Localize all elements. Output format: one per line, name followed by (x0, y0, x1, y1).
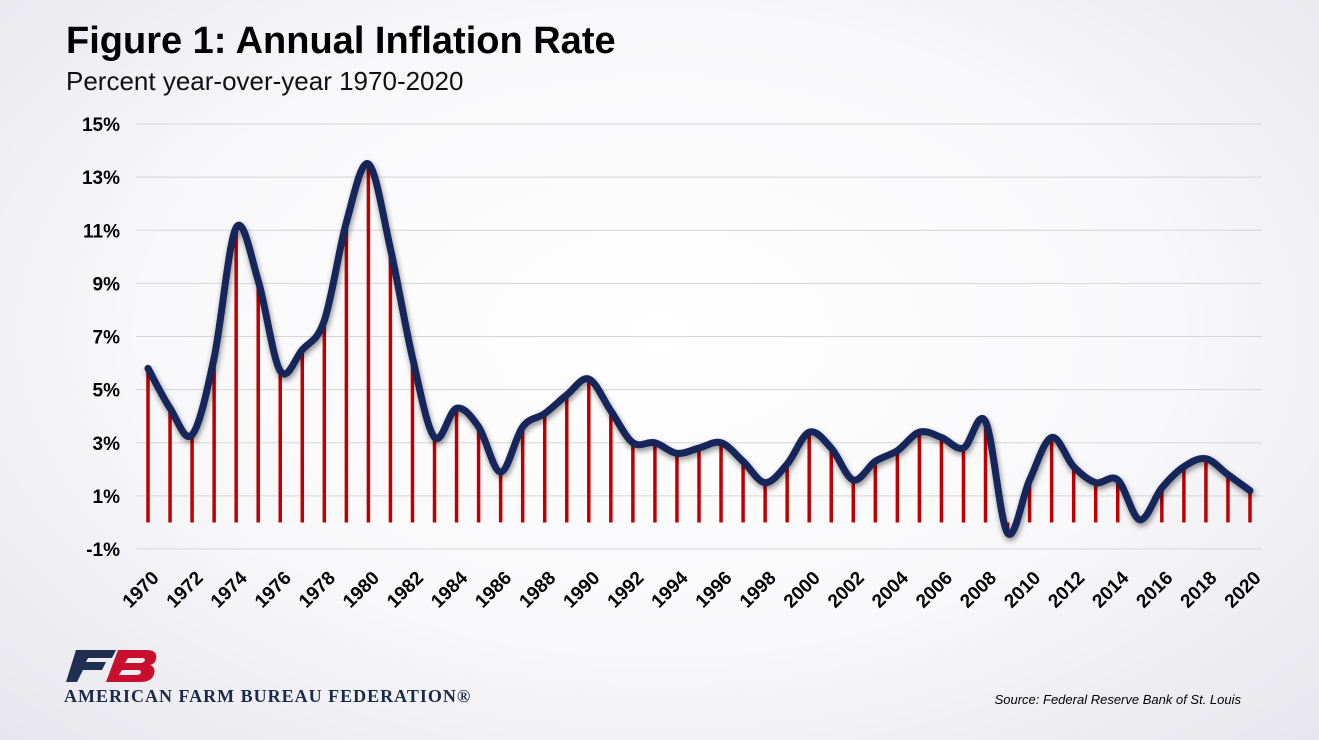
x-tick-label: 1996 (692, 568, 737, 613)
x-tick-label: 1976 (251, 568, 296, 613)
y-tick-label: 7% (93, 328, 121, 349)
y-tick-label: 15% (82, 115, 120, 136)
x-tick-label: 1982 (383, 568, 428, 613)
x-tick-label: 2010 (1000, 568, 1045, 613)
x-tick-label: 1972 (163, 568, 208, 613)
chart-subtitle: Percent year-over-year 1970-2020 (66, 66, 464, 96)
x-tick-label: 2016 (1133, 568, 1178, 613)
afbf-logo-text: AMERICAN FARM BUREAU FEDERATION® (64, 686, 472, 706)
x-tick-label: 1990 (560, 568, 605, 613)
x-tick-label: 2018 (1177, 568, 1222, 613)
chart-title: Figure 1: Annual Inflation Rate (66, 20, 616, 62)
x-tick-label: 1994 (648, 567, 693, 612)
x-tick-label: 2020 (1221, 568, 1266, 613)
x-tick-label: 2012 (1044, 568, 1089, 613)
x-tick-label: 1974 (207, 567, 252, 612)
y-tick-label: 11% (83, 221, 120, 242)
x-tick-label: 1970 (119, 568, 164, 613)
afbf-logo-icon (66, 650, 157, 682)
x-tick-label: 1992 (604, 568, 649, 613)
y-tick-label: 9% (93, 274, 121, 295)
y-tick-label: 1% (93, 487, 121, 508)
inflation-line (144, 160, 1254, 538)
x-tick-label: 1980 (339, 568, 384, 613)
source-note: Source: Federal Reserve Bank of St. Loui… (994, 692, 1241, 707)
x-tick-label: 1978 (295, 568, 340, 613)
y-tick-label: -1% (86, 540, 120, 561)
y-tick-label: 13% (82, 168, 120, 189)
x-tick-label: 2004 (868, 567, 913, 612)
x-tick-label: 1986 (471, 568, 516, 613)
y-tick-label: 5% (93, 381, 121, 402)
x-tick-label: 1988 (516, 568, 561, 613)
x-tick-label: 2006 (912, 568, 957, 613)
y-tick-label: 3% (93, 434, 121, 455)
x-tick-label: 2000 (780, 568, 825, 613)
x-tick-label: 1984 (427, 567, 472, 612)
x-tick-label: 2008 (956, 568, 1001, 613)
x-tick-label: 1998 (736, 568, 781, 613)
x-tick-label: 2002 (824, 568, 869, 613)
x-tick-label: 2014 (1089, 567, 1134, 612)
